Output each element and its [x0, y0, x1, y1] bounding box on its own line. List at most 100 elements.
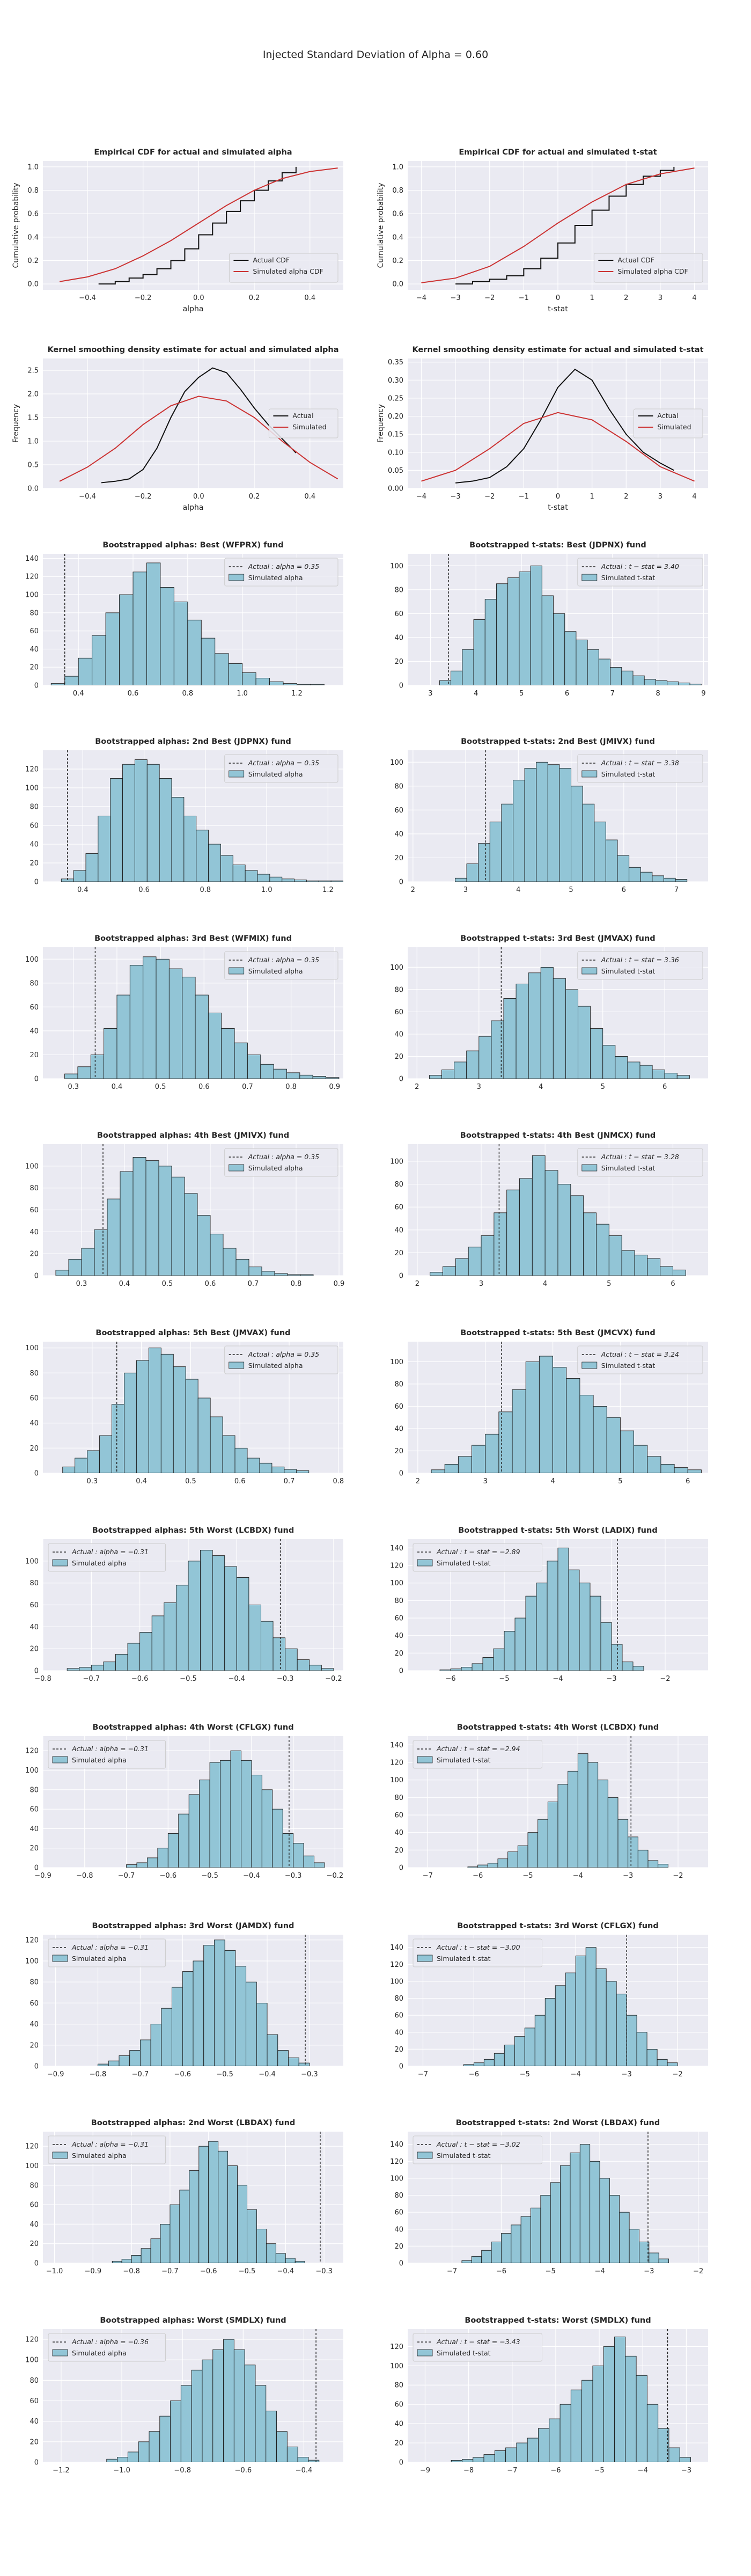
histogram-bar — [310, 684, 325, 685]
histogram-bar — [222, 1435, 235, 1473]
histogram-bar — [639, 2242, 650, 2263]
histogram-bar — [235, 1258, 249, 1276]
histogram-bar — [468, 1247, 482, 1276]
legend-entry-actual: Actual : t − stat = −2.94 — [436, 1745, 520, 1753]
histogram-bar — [255, 678, 270, 685]
y-tick-label: 0 — [399, 1272, 403, 1280]
histogram-bar — [159, 2416, 171, 2462]
x-tick-label: 6 — [565, 690, 569, 698]
legend: Actual : t − stat = −3.00 Simulated t-sta… — [413, 1938, 542, 1967]
x-tick-label: 6 — [671, 1280, 675, 1288]
histogram-bar — [517, 1845, 528, 1868]
legend-box — [413, 1543, 542, 1572]
legend-box — [224, 951, 338, 980]
histogram-bar — [119, 594, 134, 685]
y-tick-label: 0 — [34, 1470, 39, 1478]
histogram-bar — [674, 1467, 688, 1473]
histogram-bar — [559, 2404, 571, 2462]
histogram-bar — [667, 681, 679, 685]
histogram-bar — [234, 1042, 248, 1079]
histogram-bar — [657, 2059, 668, 2066]
legend-entry-simulated: Simulated alpha — [72, 1955, 127, 1963]
chart-title: Bootstrapped t-stats: 3rd Worst (CFLGX) … — [457, 1922, 659, 1930]
x-tick-label: −0.7 — [132, 2070, 149, 2079]
histogram-bar — [259, 1462, 273, 1473]
chart-2worst-alpha: Bootstrapped alphas: 2nd Worst (LBDAX) f… — [25, 2119, 343, 2275]
histogram-bar — [544, 1170, 558, 1276]
histogram-bar — [461, 2260, 472, 2263]
x-tick-label: −7 — [447, 2267, 457, 2275]
histogram-bar — [585, 1947, 597, 2066]
histogram-bar — [504, 1631, 516, 1671]
histogram-bar — [504, 2045, 515, 2066]
histogram-bar — [481, 1235, 495, 1276]
histogram-bar — [282, 879, 295, 882]
y-tick-label: 100 — [25, 1958, 39, 1966]
y-tick-label: 40 — [30, 841, 39, 849]
x-tick-label: −4 — [571, 2070, 581, 2079]
histogram-bar — [272, 1809, 283, 1868]
histogram-bar — [235, 1966, 247, 2066]
histogram-bar — [237, 2185, 247, 2263]
histogram-bar — [598, 658, 611, 685]
histogram-bar — [443, 1266, 456, 1276]
y-tick-label: 0.20 — [388, 413, 403, 421]
y-tick-label: 140 — [390, 1944, 403, 1952]
y-tick-label: 0.10 — [388, 449, 403, 457]
y-tick-label: 40 — [394, 1632, 403, 1640]
histogram-bar — [596, 1224, 609, 1276]
chart-title: Bootstrapped t-stats: 3rd Best (JMVAX) f… — [460, 934, 655, 943]
x-tick-label: −0.6 — [174, 2070, 191, 2079]
legend-entry-simulated: Simulated alpha — [248, 770, 303, 778]
histogram-bar — [108, 2060, 120, 2066]
series-line-simulated-alpha-cdf — [59, 167, 338, 282]
x-tick-label: −0.4 — [296, 2467, 313, 2475]
histogram-bar — [139, 2039, 151, 2066]
y-tick-label: 0.25 — [388, 394, 403, 402]
histogram-bar — [629, 867, 641, 882]
y-tick-label: 120 — [25, 2143, 39, 2151]
histogram-bar — [647, 1258, 661, 1276]
y-tick-label: 60 — [30, 1004, 39, 1012]
x-tick-label: −4 — [573, 1872, 583, 1880]
histogram-bar — [182, 977, 196, 1079]
legend: Actual : alpha = −0.31 Simulated alpha — [48, 1938, 166, 1967]
x-tick-label: −0.5 — [201, 1872, 218, 1880]
histogram-bar — [182, 1971, 194, 2066]
histogram-bar — [629, 2229, 639, 2263]
legend-swatch-bar — [581, 1164, 598, 1172]
histogram-bar — [50, 683, 65, 685]
y-tick-label: 100 — [390, 2175, 403, 2183]
histogram-bar — [179, 2190, 190, 2263]
x-tick-label: 0.9 — [334, 1280, 345, 1288]
y-tick-label: 120 — [390, 1759, 403, 1767]
histogram-bar — [138, 2441, 150, 2462]
y-tick-label: 80 — [394, 1995, 403, 2003]
x-tick-label: 4 — [516, 886, 520, 894]
histogram-bar — [104, 1028, 117, 1079]
legend-entry-simulated: Simulated t-stat — [437, 1955, 491, 1963]
plot-marks — [421, 166, 695, 285]
x-tick-label: 5 — [607, 1280, 611, 1288]
histogram-bar — [309, 1665, 322, 1671]
histogram-bar — [462, 649, 474, 685]
x-tick-label: −2 — [484, 493, 495, 501]
histogram-bar — [610, 667, 622, 685]
plot-marks — [429, 947, 690, 1079]
histogram-bar — [146, 764, 160, 882]
histogram-bar — [536, 1583, 548, 1671]
legend-swatch-bar — [229, 574, 245, 581]
histogram-bar — [297, 1659, 310, 1671]
legend-entry: Actual — [657, 412, 678, 420]
y-axis-label: Cumulative probability — [12, 182, 20, 268]
histogram-bar — [298, 2062, 310, 2066]
histogram-bar — [664, 1073, 678, 1079]
x-tick-label: 2 — [624, 493, 628, 501]
y-tick-label: 0.5 — [27, 462, 39, 470]
y-tick-label: 60 — [394, 1403, 403, 1411]
histogram-bar — [173, 602, 188, 685]
y-tick-label: 0 — [34, 879, 39, 887]
y-tick-label: 60 — [30, 2397, 39, 2405]
legend-swatch-bar — [417, 1559, 433, 1567]
x-tick-label: −0.8 — [34, 1675, 51, 1683]
